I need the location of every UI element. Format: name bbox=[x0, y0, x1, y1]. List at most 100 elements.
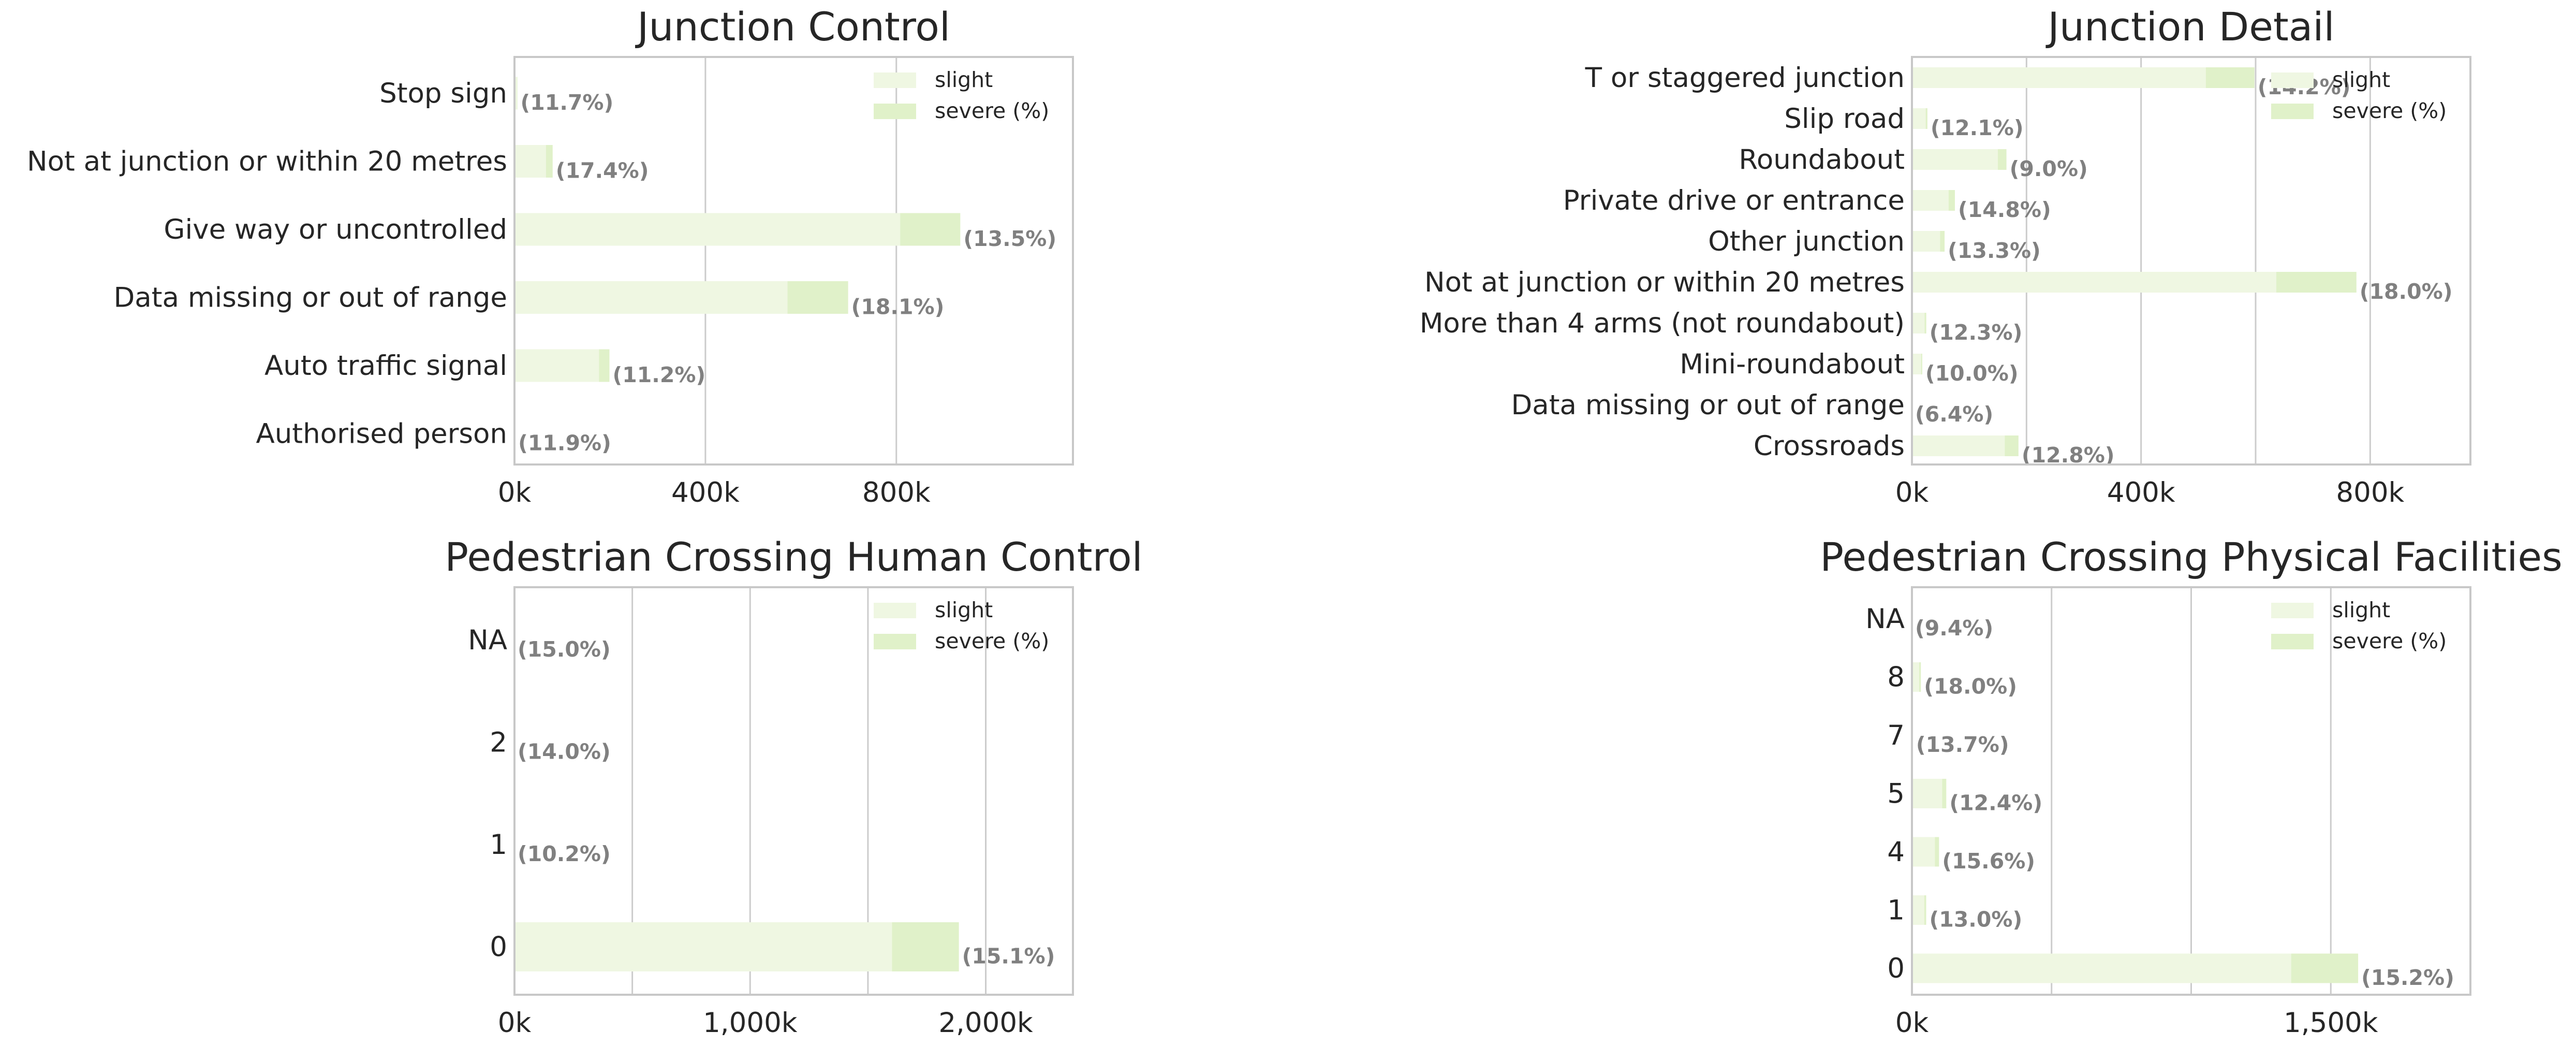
bar-slight-5 bbox=[1912, 779, 1942, 808]
severe-pct-label: (6.4%) bbox=[1915, 402, 1993, 427]
severe-pct-label: (11.2%) bbox=[613, 362, 706, 387]
bar-slight-not-at-junction-or-within-20-metres bbox=[1912, 272, 2276, 293]
bar-slight-not-at-junction-or-within-20-metres bbox=[514, 145, 546, 178]
bar-slight-4 bbox=[1912, 837, 1935, 867]
severe-pct-label: (10.2%) bbox=[518, 841, 611, 866]
category-label: 1 bbox=[490, 829, 507, 861]
bar-slight-private-drive-or-entrance bbox=[1912, 190, 1949, 211]
category-label: T or staggered junction bbox=[1585, 62, 1905, 94]
category-label: 1 bbox=[1887, 895, 1905, 926]
x-tick-label: 1,000k bbox=[703, 1007, 798, 1039]
legend-swatch-severe bbox=[874, 634, 916, 649]
severe-pct-label: (15.6%) bbox=[1942, 849, 2035, 874]
plot-frame bbox=[1911, 586, 2471, 996]
bar-slight-data-missing-or-out-of-range bbox=[514, 281, 788, 314]
legend-label: severe (%) bbox=[2332, 629, 2447, 653]
severe-pct-label: (13.5%) bbox=[963, 226, 1056, 251]
legend-label: slight bbox=[935, 67, 993, 92]
bar-severe-0 bbox=[2291, 953, 2359, 983]
severe-pct-label: (18.0%) bbox=[1924, 674, 2017, 699]
category-label: Give way or uncontrolled bbox=[164, 214, 507, 245]
bar-severe-roundabout bbox=[1998, 149, 2007, 170]
legend-swatch-severe bbox=[874, 104, 916, 119]
category-label: More than 4 arms (not roundabout) bbox=[1420, 308, 1905, 339]
x-tick-label: 2,000k bbox=[938, 1007, 1033, 1039]
severe-pct-label: (10.0%) bbox=[1925, 361, 2019, 386]
bar-severe-0 bbox=[892, 922, 959, 971]
bar-severe-1 bbox=[1924, 895, 1926, 925]
category-label: Data missing or out of range bbox=[1511, 389, 1905, 421]
category-label: Data missing or out of range bbox=[113, 282, 507, 314]
bar-severe-data-missing-or-out-of-range bbox=[787, 281, 848, 314]
bar-severe-8 bbox=[1919, 662, 1921, 692]
legend-swatch-slight bbox=[2271, 72, 2314, 88]
bar-slight-1 bbox=[1912, 895, 1924, 925]
bar-severe-auto-traffic-signal bbox=[599, 349, 610, 382]
severe-pct-label: (15.2%) bbox=[2361, 965, 2454, 990]
legend-label: slight bbox=[2332, 598, 2390, 622]
bar-severe-not-at-junction-or-within-20-metres bbox=[546, 145, 553, 178]
chart-title: Junction Detail bbox=[2045, 4, 2334, 50]
legend-label: slight bbox=[935, 598, 993, 622]
category-label: 2 bbox=[490, 727, 507, 759]
chart-panel-4: NA (9.4%) 8 (18.0%) 7 (13.7%) 5 (12.4%) 4 (15.6%)… bbox=[1820, 534, 2563, 1039]
severe-pct-label: (14.8%) bbox=[1958, 197, 2051, 222]
category-label: Not at junction or within 20 metres bbox=[27, 146, 507, 178]
legend: slight severe (%) bbox=[2271, 67, 2447, 123]
legend: slight severe (%) bbox=[2271, 598, 2447, 653]
bar-slight-t-or-staggered-junction bbox=[1912, 67, 2206, 88]
legend: slight severe (%) bbox=[874, 67, 1049, 123]
category-label: 7 bbox=[1887, 720, 1905, 751]
chart-panel-1: Stop sign (11.7%) Not at junction or withi… bbox=[27, 4, 1074, 509]
plot-frame bbox=[513, 56, 1074, 466]
legend-label: slight bbox=[2332, 67, 2390, 92]
category-label: Authorised person bbox=[256, 418, 507, 450]
category-label: 0 bbox=[490, 932, 507, 963]
bar-severe-4 bbox=[1935, 837, 1939, 867]
bar-severe-other-junction bbox=[1940, 231, 1945, 252]
severe-pct-label: (15.0%) bbox=[518, 637, 611, 662]
severe-pct-label: (11.9%) bbox=[518, 431, 611, 456]
category-label: NA bbox=[468, 624, 507, 656]
severe-pct-label: (9.4%) bbox=[1915, 616, 1993, 641]
chart-title: Pedestrian Crossing Physical Facilities bbox=[1820, 534, 2563, 580]
x-tick-label: 0k bbox=[498, 1007, 532, 1039]
legend-swatch-slight bbox=[2271, 603, 2314, 618]
bar-slight-roundabout bbox=[1912, 149, 1998, 170]
plot-frame bbox=[1911, 56, 2471, 466]
severe-pct-label: (18.1%) bbox=[851, 295, 945, 319]
category-label: Stop sign bbox=[379, 78, 507, 109]
severe-pct-label: (12.4%) bbox=[1949, 791, 2042, 816]
category-label: Auto traffic signal bbox=[264, 350, 507, 382]
category-label: Crossroads bbox=[1754, 430, 1905, 462]
bar-slight-other-junction bbox=[1912, 231, 1940, 252]
severe-pct-label: (11.7%) bbox=[521, 90, 614, 115]
severe-pct-label: (13.0%) bbox=[1930, 907, 2023, 932]
legend-swatch-severe bbox=[2271, 104, 2314, 119]
bar-severe-5 bbox=[1942, 779, 1947, 808]
category-label: 0 bbox=[1887, 953, 1905, 984]
severe-pct-label: (13.7%) bbox=[1916, 732, 2009, 757]
legend-label: severe (%) bbox=[935, 629, 1049, 653]
bar-severe-more-than-4-arms-not-roundabout bbox=[1924, 313, 1926, 333]
bar-slight-slip-road bbox=[1912, 108, 1926, 129]
bar-slight-8 bbox=[1912, 662, 1920, 692]
bar-severe-mini-roundabout bbox=[1921, 354, 1922, 374]
chart-panel-2: T or staggered junction(14.2%)Slip road(… bbox=[1420, 4, 2471, 509]
x-tick-label: 0k bbox=[1895, 477, 1929, 509]
bar-severe-stop-sign bbox=[517, 77, 518, 110]
bar-slight-auto-traffic-signal bbox=[514, 349, 599, 382]
category-label: Other junction bbox=[1708, 226, 1905, 257]
category-label: NA bbox=[1865, 603, 1905, 635]
category-label: Roundabout bbox=[1739, 144, 1905, 176]
category-label: Slip road bbox=[1784, 103, 1905, 135]
chart-title: Pedestrian Crossing Human Control bbox=[445, 534, 1143, 580]
bar-severe-give-way-or-uncontrolled bbox=[900, 213, 961, 246]
severe-pct-label: (13.3%) bbox=[1948, 238, 2041, 263]
x-tick-label: 800k bbox=[2336, 477, 2404, 509]
bar-slight-mini-roundabout bbox=[1912, 354, 1921, 374]
bar-slight-more-than-4-arms-not-roundabout bbox=[1912, 313, 1925, 333]
x-tick-label: 400k bbox=[2107, 477, 2175, 509]
x-tick-label: 0k bbox=[498, 477, 532, 509]
